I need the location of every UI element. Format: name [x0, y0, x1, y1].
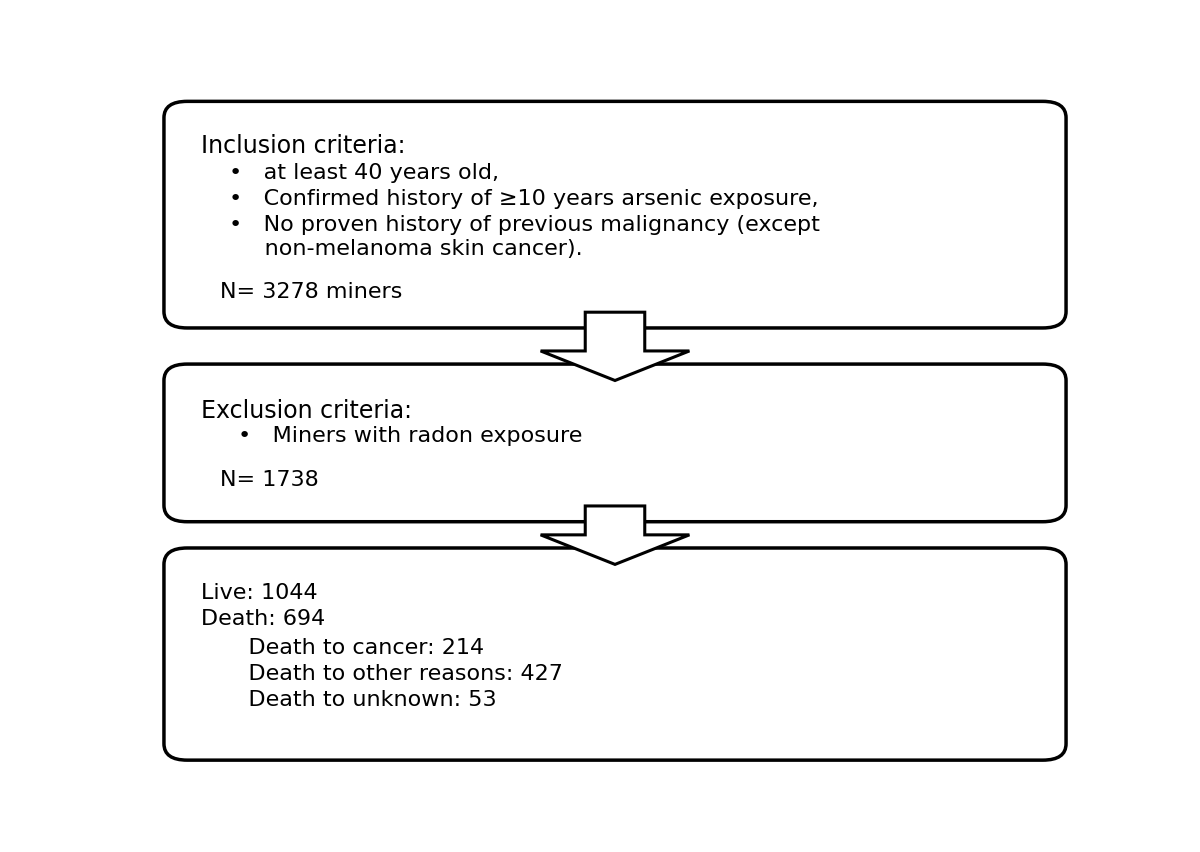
- Text: Death to other reasons: 427: Death to other reasons: 427: [220, 663, 563, 683]
- Text: Exclusion criteria:: Exclusion criteria:: [202, 399, 412, 423]
- Text: non-melanoma skin cancer).: non-melanoma skin cancer).: [229, 239, 583, 259]
- Text: N= 1738: N= 1738: [220, 469, 318, 490]
- Text: •   at least 40 years old,: • at least 40 years old,: [229, 163, 499, 182]
- FancyBboxPatch shape: [164, 365, 1066, 522]
- FancyBboxPatch shape: [164, 102, 1066, 329]
- FancyBboxPatch shape: [164, 549, 1066, 760]
- Polygon shape: [540, 313, 689, 381]
- Text: •   No proven history of previous malignancy (except: • No proven history of previous malignan…: [229, 215, 820, 235]
- Text: Death: 694: Death: 694: [202, 608, 325, 629]
- Text: •   Miners with radon exposure: • Miners with radon exposure: [239, 425, 583, 445]
- Polygon shape: [540, 506, 689, 565]
- Text: •   Confirmed history of ≥10 years arsenic exposure,: • Confirmed history of ≥10 years arsenic…: [229, 189, 818, 209]
- Text: Death to cancer: 214: Death to cancer: 214: [220, 637, 484, 657]
- Text: Death to unknown: 53: Death to unknown: 53: [220, 689, 497, 710]
- Text: N= 3278 miners: N= 3278 miners: [220, 282, 402, 302]
- Text: Inclusion criteria:: Inclusion criteria:: [202, 134, 406, 158]
- Text: Live: 1044: Live: 1044: [202, 583, 318, 602]
